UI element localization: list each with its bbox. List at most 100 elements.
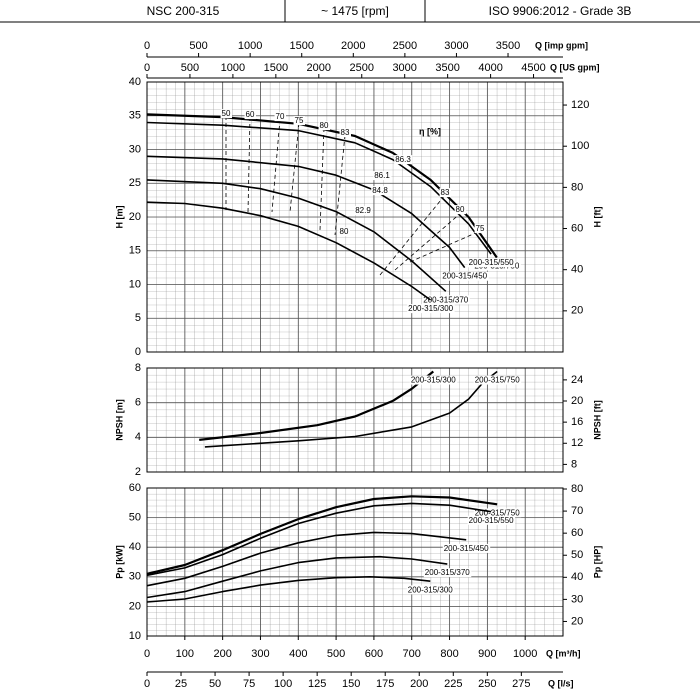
efficiency-label-bg [318, 121, 330, 131]
curve-label: 200-315/300 [408, 304, 453, 313]
efficiency-label-bg [371, 186, 390, 196]
y-tick-label: 4 [135, 431, 141, 443]
efficiency-label: 83 [341, 128, 350, 137]
q-tick-label: 2500 [393, 40, 417, 52]
y2-tick-label: 20 [571, 305, 583, 317]
efficiency-label: 80 [320, 121, 329, 130]
y-tick-label: 5 [135, 312, 141, 324]
curve-label: 200-315/750 [475, 376, 520, 385]
speed: ~ 1475 [rpm] [321, 4, 389, 18]
curve-label: 200-315/300 [408, 585, 453, 594]
q-tick-label: 3000 [392, 62, 416, 74]
q-tick-label: 3500 [496, 40, 520, 52]
iso-efficiency [319, 127, 325, 231]
efficiency-label-bg [338, 227, 350, 237]
curve-label: 200-315/550 [469, 516, 514, 525]
y2-tick-label: 60 [571, 527, 583, 539]
q-tick-label: 800 [440, 648, 458, 660]
q-tick-label: 225 [444, 678, 462, 690]
curve [146, 155, 466, 269]
q-tick-label: 175 [376, 678, 394, 690]
curve [146, 502, 492, 577]
y2-tick-label: 100 [571, 140, 589, 152]
q-tick-label: 3000 [444, 40, 468, 52]
curve-label: 200-315/550 [469, 258, 514, 267]
q-tick-label: 200 [213, 648, 231, 660]
y2-tick-label: 120 [571, 99, 589, 111]
q-tick-label: 300 [251, 648, 269, 660]
y-tick-label: 8 [135, 362, 141, 374]
q-tick-label: 0 [144, 40, 150, 52]
curve-label: 200-315/750 [475, 508, 520, 517]
curve-label-bg [467, 515, 516, 525]
efficiency-label: 50 [222, 109, 231, 118]
y-tick-label: 10 [129, 630, 141, 642]
y-tick-label: 20 [129, 211, 141, 223]
q-tick-label: 1000 [513, 648, 537, 660]
y2-tick-label: 40 [571, 264, 583, 276]
efficiency-label-bg [474, 224, 486, 234]
q-tick-label: 400 [289, 648, 307, 660]
q-tick-label: 1000 [221, 62, 245, 74]
plot-area [147, 368, 563, 472]
efficiency-label-bg [454, 205, 466, 215]
q-tick-label: 3500 [435, 62, 459, 74]
y-tick-label: 40 [129, 76, 141, 88]
efficiency-label: 83 [441, 188, 450, 197]
q-tick-label: 250 [478, 678, 496, 690]
curve [199, 370, 434, 441]
y2-tick-label: 20 [571, 395, 583, 407]
q-tick-label: 275 [512, 678, 530, 690]
y-tick-label: 6 [135, 397, 141, 409]
curve-label: 200-315/450 [444, 544, 489, 553]
curve [146, 531, 467, 587]
q-tick-label: 600 [365, 648, 383, 660]
curve [146, 555, 448, 599]
q-axis-title: Q [imp gpm] [535, 40, 588, 50]
header: NSC 200-315 ~ 1475 [rpm] ISO 9906:2012 -… [0, 0, 700, 23]
q-tick-label: 500 [181, 62, 199, 74]
y-tick-label: 60 [129, 482, 141, 494]
y-tick-label: 15 [129, 245, 141, 257]
q-tick-label: 500 [327, 648, 345, 660]
y-tick-label: 2 [135, 466, 141, 478]
q-tick-label: 50 [209, 678, 221, 690]
y2-axis-title: Pp [HP] [592, 546, 602, 579]
curve-label: 200-315/370 [425, 568, 470, 577]
q-axis-title: Q [l/s] [548, 678, 574, 688]
y2-axis-title: H [ft] [592, 207, 602, 228]
efficiency-label: 82.9 [355, 206, 371, 215]
y2-tick-label: 30 [571, 593, 583, 605]
iso-efficiency [379, 194, 481, 276]
q-tick-label: 4000 [478, 62, 502, 74]
curve-label-bg [441, 271, 489, 281]
curve-label-bg [473, 508, 522, 518]
curve-label: 200-315/300 [411, 376, 456, 385]
q-tick-label: 1000 [238, 40, 262, 52]
efficiency-label: 70 [276, 112, 285, 121]
curve [146, 495, 498, 575]
curve-label-bg [473, 375, 522, 385]
y2-tick-label: 70 [571, 505, 583, 517]
y-tick-label: 40 [129, 541, 141, 553]
plot-border [146, 487, 564, 637]
efficiency-label-bg [220, 109, 232, 119]
y-tick-label: 30 [129, 571, 141, 583]
y2-tick-label: 12 [571, 437, 583, 449]
efficiency-label: 84.8 [372, 186, 388, 195]
y-tick-label: 25 [129, 177, 141, 189]
q-tick-label: 500 [189, 40, 207, 52]
q-tick-label: 2000 [307, 62, 331, 74]
y2-tick-label: 8 [571, 458, 577, 470]
y-tick-label: 30 [129, 143, 141, 155]
y-axis-title: H [m] [114, 206, 124, 229]
curve-label-bg [409, 375, 458, 385]
efficiency-title: η [%] [419, 126, 441, 136]
efficiency-label: 75 [295, 116, 304, 125]
efficiency-label: 80 [456, 205, 465, 214]
y-axis-title: NPSH [m] [114, 399, 124, 441]
curve [204, 370, 498, 448]
q-tick-label: 0 [144, 62, 150, 74]
efficiency-label: 75 [476, 224, 485, 233]
q-tick-label: 2000 [341, 40, 365, 52]
